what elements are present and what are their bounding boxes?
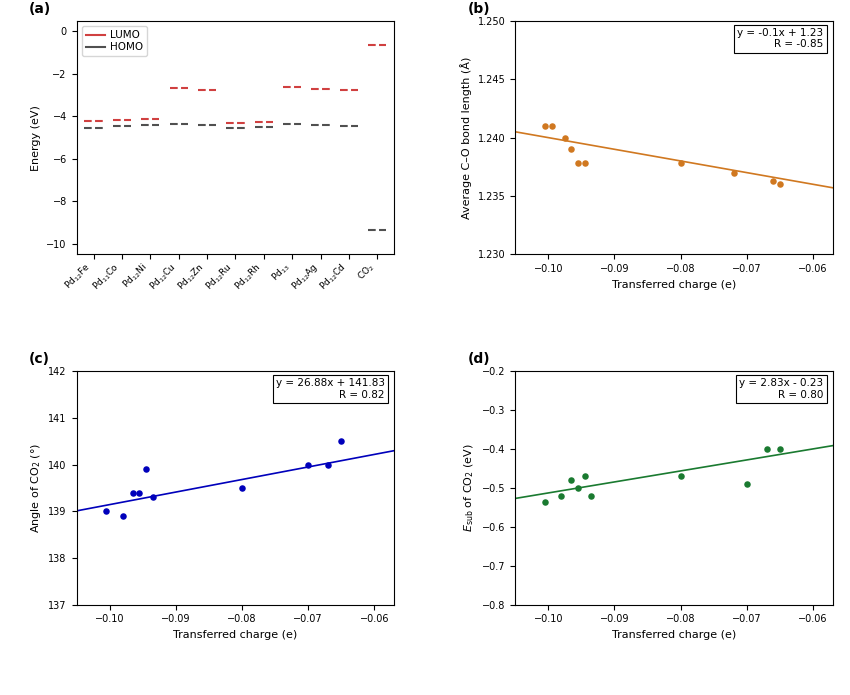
X-axis label: Transferred charge (e): Transferred charge (e) xyxy=(612,279,736,290)
Point xyxy=(727,167,740,178)
Point xyxy=(335,436,348,447)
Text: (c): (c) xyxy=(29,352,50,366)
Text: y = -0.1x + 1.23
R = -0.85: y = -0.1x + 1.23 R = -0.85 xyxy=(737,28,824,49)
Point xyxy=(538,120,552,131)
Point xyxy=(578,471,592,482)
Text: (a): (a) xyxy=(29,2,51,16)
Point xyxy=(774,179,787,190)
Legend: LUMO, HOMO: LUMO, HOMO xyxy=(82,26,147,56)
Point xyxy=(558,132,571,143)
Point xyxy=(302,459,315,470)
Point xyxy=(564,144,578,155)
Point xyxy=(760,443,774,455)
Y-axis label: Average C–O bond length (Å): Average C–O bond length (Å) xyxy=(460,56,472,219)
Text: y = 26.88x + 141.83
R = 0.82: y = 26.88x + 141.83 R = 0.82 xyxy=(275,378,385,400)
Y-axis label: Energy (eV): Energy (eV) xyxy=(31,105,41,170)
Point xyxy=(564,475,578,486)
Point xyxy=(116,510,130,521)
X-axis label: Transferred charge (e): Transferred charge (e) xyxy=(612,630,736,640)
Point xyxy=(99,506,113,517)
Point xyxy=(674,471,688,482)
Point xyxy=(555,490,569,501)
Text: (b): (b) xyxy=(468,2,490,16)
Y-axis label: Angle of CO$_2$ (°): Angle of CO$_2$ (°) xyxy=(29,443,42,533)
Point xyxy=(585,490,598,501)
Point xyxy=(774,443,787,455)
Point xyxy=(571,158,585,169)
Point xyxy=(545,120,558,131)
Point xyxy=(133,487,146,498)
Point xyxy=(126,487,139,498)
Text: y = 2.83x - 0.23
R = 0.80: y = 2.83x - 0.23 R = 0.80 xyxy=(740,378,824,400)
Point xyxy=(571,482,585,493)
Point xyxy=(674,158,688,169)
Point xyxy=(139,464,153,475)
Text: (d): (d) xyxy=(468,352,490,366)
Point xyxy=(321,459,335,470)
X-axis label: Transferred charge (e): Transferred charge (e) xyxy=(173,630,298,640)
Point xyxy=(146,491,160,502)
Point xyxy=(740,478,754,489)
Point xyxy=(235,482,249,493)
Point xyxy=(538,496,552,507)
Point xyxy=(767,175,780,186)
Y-axis label: $E_{\rm sub}$ of CO$_2$ (eV): $E_{\rm sub}$ of CO$_2$ (eV) xyxy=(462,443,476,532)
Point xyxy=(578,158,592,169)
